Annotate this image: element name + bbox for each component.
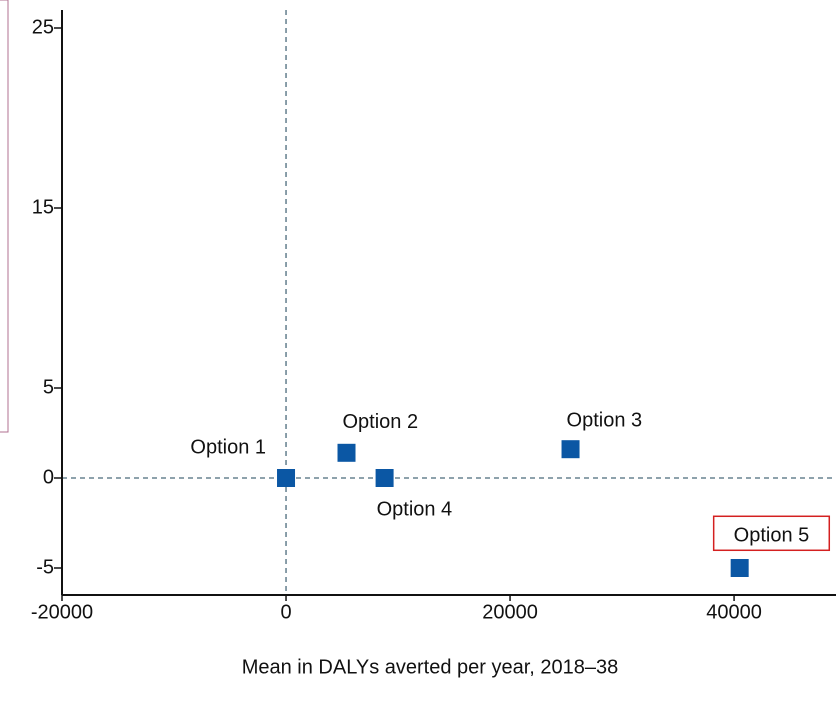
x-tick-label: -20000 bbox=[31, 601, 93, 623]
point-label: Option 2 bbox=[343, 411, 419, 433]
neighbor-panel-edge bbox=[0, 0, 9, 433]
point-label: Option 4 bbox=[377, 498, 453, 520]
point-label: Option 5 bbox=[734, 524, 810, 546]
point-label: Option 1 bbox=[190, 436, 266, 458]
y-tick-label: 5 bbox=[43, 376, 54, 398]
point bbox=[337, 443, 356, 462]
y-tick-label: 25 bbox=[32, 16, 54, 38]
point-label: Option 3 bbox=[567, 409, 643, 431]
x-tick-label: 0 bbox=[280, 601, 291, 623]
y-tick-label: -5 bbox=[36, 556, 54, 578]
point bbox=[730, 559, 749, 577]
point bbox=[375, 469, 394, 487]
point bbox=[277, 469, 296, 487]
y-tick-label: 15 bbox=[32, 196, 54, 218]
x-axis-title: Mean in DALYs averted per year, 2018–38 bbox=[242, 656, 619, 678]
x-tick-label: 20000 bbox=[482, 601, 538, 623]
point bbox=[561, 440, 580, 459]
highlight-box bbox=[712, 515, 831, 552]
x-tick-label: 40000 bbox=[706, 601, 762, 623]
y-tick-label: 0 bbox=[43, 466, 54, 488]
